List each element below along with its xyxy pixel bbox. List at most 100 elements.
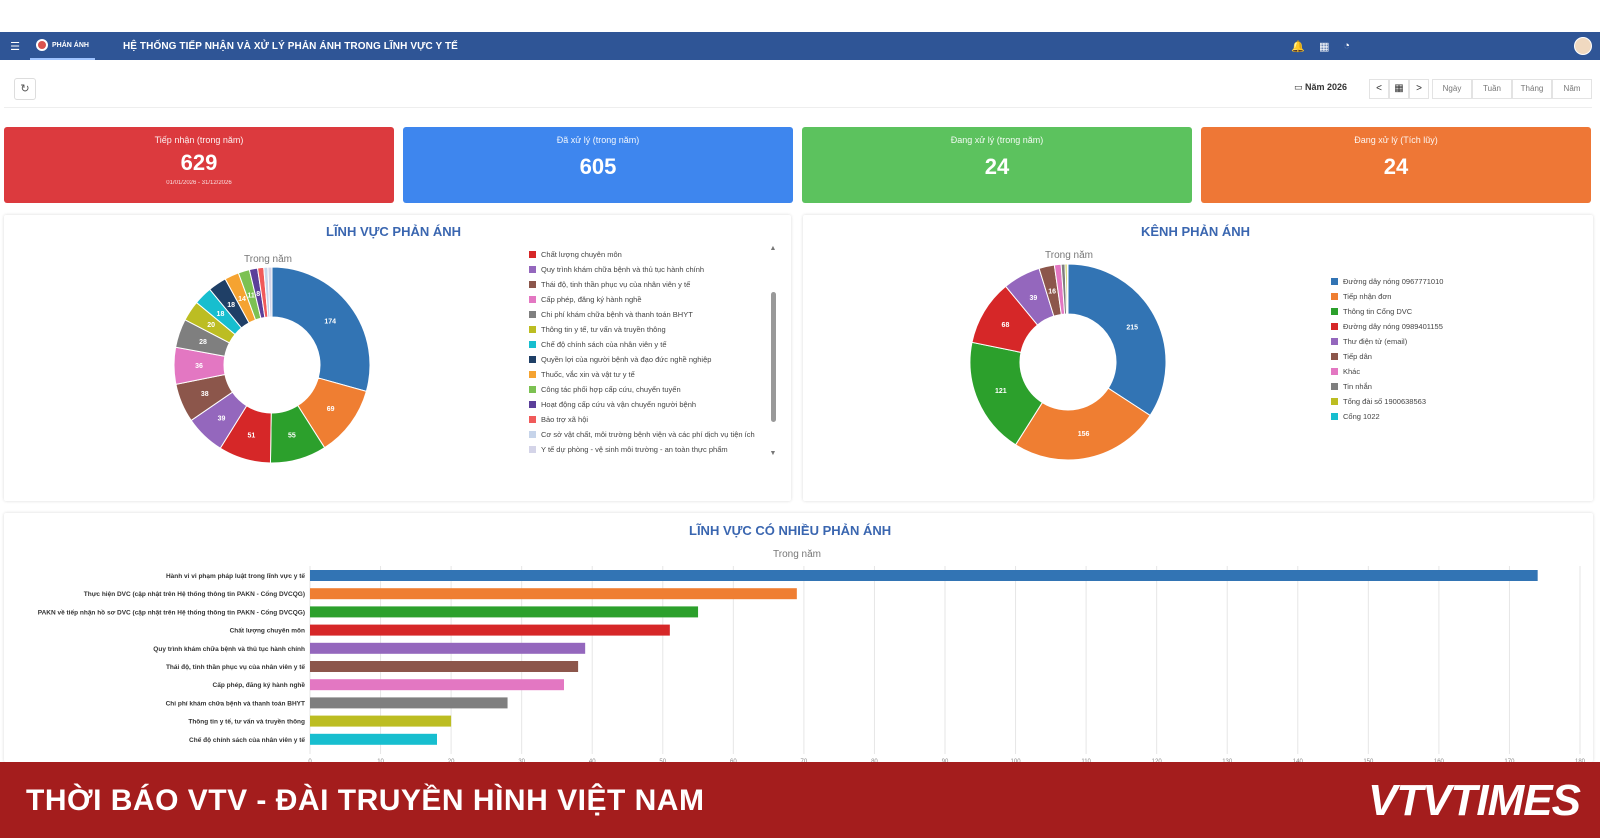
legend-item[interactable]: Chi phí khám chữa bệnh và thanh toán BHY… [529,310,769,320]
slice-label: 20 [207,322,215,329]
x-tick-label: 20 [448,759,455,762]
mode-week[interactable]: Tuần [1472,79,1512,99]
legend-item[interactable]: Cơ sở vật chất, môi trường bệnh viện và … [529,430,769,440]
legend-item[interactable]: Cấp phép, đăng ký hành nghề [529,295,769,305]
pie-slice[interactable] [267,266,273,318]
bell-icon[interactable]: 🔔 [1291,40,1305,53]
legend-item[interactable]: Thái độ, tinh thần phục vụ của nhân viên… [529,280,769,290]
year-selector[interactable]: ▭ Năm 2026 [1294,82,1348,92]
channel-legend: Đường dây nóng 0967771010 Tiếp nhận đơn Th… [1331,277,1443,427]
legend-item[interactable]: Tin nhắn [1331,382,1443,392]
next-button[interactable]: > [1409,79,1429,99]
legend-item[interactable]: Đường dây nóng 0989401155 [1331,322,1443,332]
legend-swatch [529,266,536,273]
field-bar-chart: 0 10 20 30 40 50 60 70 80 90 100 110 120 130 140 150 160… [38,566,1586,762]
prev-button[interactable]: < [1369,79,1389,99]
mode-month[interactable]: Tháng [1512,79,1552,99]
x-tick-label: 110 [1081,759,1091,762]
slice-label: 14 [238,296,246,303]
mode-year[interactable]: Năm [1552,79,1592,99]
pie-slice[interactable] [1014,387,1151,461]
legend-swatch [529,446,536,453]
legend-swatch [529,401,536,408]
pie-slice[interactable] [1067,263,1167,417]
bar[interactable] [310,588,797,600]
legend-swatch [1331,368,1338,375]
pie-slice[interactable] [1066,263,1069,315]
mode-day[interactable]: Ngày [1432,79,1472,99]
top-bar: ☰ PHẢN ÁNH HỆ THỐNG TIẾP NHẬN VÀ XỬ LÝ P… [0,32,1600,60]
legend-swatch [529,281,536,288]
legend-label: Tiếp nhận đơn [1343,292,1392,301]
legend-item[interactable]: Công tác phối hợp cấp cứu, chuyển tuyến [529,385,769,395]
y-category-label: PAKN về tiếp nhận hồ sơ DVC (cập nhật tr… [38,607,305,616]
legend-item[interactable]: Hoạt động cấp cứu và vận chuyển người bệ… [529,400,769,410]
bar[interactable] [310,733,437,745]
stat-value: 605 [579,154,617,179]
legend-label: Thái độ, tinh thần phục vụ của nhân viên… [541,280,691,289]
legend-item[interactable]: Tổng đài số 1900638563 [1331,397,1443,407]
x-tick-label: 60 [730,759,737,762]
menu-icon[interactable]: ☰ [10,40,20,53]
slice-label: 11 [247,293,255,300]
legend-item[interactable]: Thông tin Cổng DVC [1331,307,1443,317]
legend-item[interactable]: Đường dây nóng 0967771010 [1331,277,1443,287]
legend-item[interactable]: Chất lượng chuyên môn [529,250,769,260]
grid-icon[interactable]: ▦ [1318,40,1330,53]
legend-item[interactable]: Tiếp nhận đơn [1331,292,1443,302]
legend-swatch [529,431,536,438]
legend-item[interactable]: Quy trình khám chữa bệnh và thủ tục hành… [529,265,769,275]
bar[interactable] [310,624,670,636]
scroll-down-icon[interactable]: ▼ [769,450,777,457]
y-category-label: Thông tin y tế, tư vấn và truyền thông [188,717,305,726]
bar[interactable] [310,606,699,618]
bar[interactable] [310,570,1538,581]
field-chart-panel: LĨNH VỰC PHẢN ÁNH Trong năm 174 69 55 51 39 3… [4,215,791,501]
legend-swatch [1331,398,1338,405]
bar-chart-subtitle: Trong năm [773,549,821,560]
legend-item[interactable]: Khác [1331,367,1443,377]
legend-label: Hoạt động cấp cứu và vận chuyển người bệ… [541,400,697,409]
x-tick-label: 170 [1504,759,1515,762]
y-category-label: Chi phí khám chữa bệnh và thanh toán BHY… [166,700,305,707]
legend-label: Khác [1343,367,1361,376]
pie-slice[interactable] [271,266,371,393]
legend-swatch [529,341,536,348]
legend-item[interactable]: Cổng 1022 [1331,412,1443,422]
legend-item[interactable]: Bảo trợ xã hội [529,415,769,425]
slice-label: 121 [995,388,1007,395]
x-tick-label: 130 [1222,759,1233,762]
legend-item[interactable]: Thư điện tử (email) [1331,337,1443,347]
calendar-icon[interactable]: ▦ [1389,79,1409,99]
legend-item[interactable]: Thuốc, vắc xin và vật tư y tế [529,370,769,380]
avatar[interactable] [1574,37,1592,55]
slice-label: 28 [199,339,207,346]
bar[interactable] [310,679,564,691]
bar[interactable] [310,697,508,709]
y-category-label: Quy trình khám chữa bệnh và thủ tục hành… [153,646,305,653]
scroll-thumb[interactable] [770,292,776,422]
legend-swatch [529,311,536,318]
legend-item[interactable]: Quyền lợi của người bệnh và đạo đức nghề… [529,355,769,365]
legend-scrollbar[interactable]: ▲ ▼ [769,245,777,467]
legend-label: Cổng 1022 [1343,412,1380,421]
legend-label: Chế độ chính sách của nhân viên y tế [541,340,667,349]
refresh-button[interactable]: ↻ [14,78,36,100]
scroll-up-icon[interactable]: ▲ [769,245,777,252]
legend-item[interactable]: Y tế dự phòng - vệ sinh môi trường - an … [529,445,769,455]
legend-item[interactable]: Tiếp dân [1331,352,1443,362]
legend-item[interactable]: Thông tin y tế, tư vấn và truyền thông [529,325,769,335]
y-category-label: Chất lượng chuyên môn [230,627,305,635]
slice-label: 68 [1002,322,1010,329]
legend-swatch [1331,413,1338,420]
dashboard-icon[interactable]: ◔ [1343,40,1350,52]
stat-value: 629 [180,150,218,175]
app-logo[interactable]: PHẢN ÁNH [30,32,95,60]
app-badge: PHẢN ÁNH [52,41,89,49]
bar[interactable] [310,642,586,654]
legend-item[interactable]: Chế độ chính sách của nhân viên y tế [529,340,769,350]
bar[interactable] [310,661,579,672]
legend-label: Bảo trợ xã hội [541,415,589,424]
bar[interactable] [310,715,452,727]
slice-label: 38 [201,391,209,398]
